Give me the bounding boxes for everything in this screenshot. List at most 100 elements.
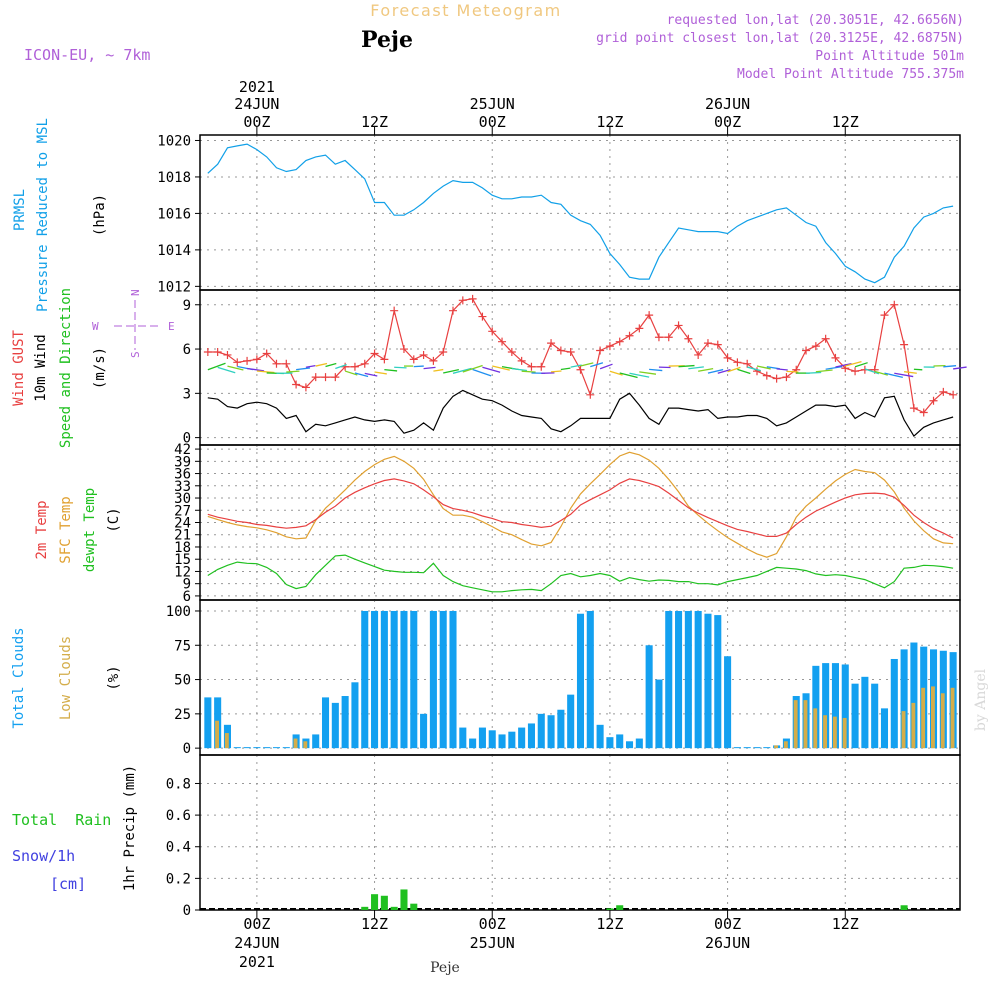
total-cloud-bar [734, 747, 741, 748]
rain-bar [381, 896, 388, 910]
wind-direction-arrow [473, 370, 492, 376]
wind-direction-arrow [384, 370, 397, 371]
bottom-date-label: 25JUN [470, 934, 515, 952]
y-tick-label: 3 [183, 386, 191, 402]
bottom-date-label: 24JUN [234, 934, 279, 952]
gust-marker [469, 295, 477, 303]
y-tick-label: 75 [174, 638, 191, 654]
wind-direction-arrow [580, 363, 593, 366]
total-cloud-bar [646, 645, 653, 748]
bottom-hour-label: 00Z [479, 915, 506, 933]
gust-marker [204, 348, 212, 356]
low-cloud-bar [225, 733, 229, 748]
gust-marker [567, 348, 575, 356]
total-cloud-bar [469, 739, 476, 749]
total-cloud-bar [459, 728, 466, 749]
t2m-line [208, 479, 953, 538]
low-cloud-bar [911, 703, 915, 748]
station-name: Peje [361, 27, 413, 53]
wind-direction-arrow [826, 367, 843, 370]
pressure-label-unit: (hPa) [92, 194, 108, 236]
wind-direction-arrow [600, 364, 612, 369]
wind-direction-arrow [551, 371, 561, 372]
y-tick-label: 42 [174, 442, 191, 458]
pressure-label-prmsl: PRMSL [12, 189, 28, 231]
total-cloud-bar [753, 747, 760, 748]
wind-panel: Wind GUST 10m Wind Speed and Direction (… [11, 288, 967, 448]
y-tick-label: 0.2 [166, 871, 191, 887]
dewpoint-line [208, 555, 953, 592]
model-label: ICON-EU, ~ 7km [24, 46, 150, 64]
total-cloud-bar [655, 680, 662, 749]
total-cloud-bar [616, 734, 623, 748]
gridpoint-coords: grid point closest lon,lat (20.3125E, 42… [596, 31, 964, 46]
total-cloud-bar [871, 684, 878, 748]
total-cloud-bar [351, 682, 358, 748]
gust-marker [596, 347, 604, 355]
top-date-label: 24JUN [234, 95, 279, 113]
panel-frame [200, 755, 960, 910]
top-hour-label: 12Z [596, 113, 623, 131]
total-cloud-bar [430, 611, 437, 748]
wind-direction-arrow [296, 368, 310, 370]
wind-gust-label: Wind GUST [11, 330, 27, 406]
rain-bar [391, 907, 398, 910]
total-cloud-bar [587, 611, 594, 748]
pressure-panel: PRMSL Pressure Reduced to MSL (hPa) 1012… [12, 118, 960, 312]
wind-direction-arrow [914, 369, 922, 370]
bottom-date-label: 26JUN [705, 934, 750, 952]
total-cloud-bar [881, 708, 888, 748]
total-cloud-bar [342, 696, 349, 748]
total-cloud-bar [704, 614, 711, 748]
wind-direction-arrow [257, 371, 275, 373]
total-cloud-bar [489, 730, 496, 748]
total-cloud-bar [312, 734, 319, 748]
wind-direction-arrow [688, 367, 703, 369]
wind-direction-arrow [482, 367, 500, 372]
total-cloud-bar [283, 747, 290, 748]
total-cloud-bar [381, 611, 388, 748]
compass-n: N [129, 289, 142, 296]
total-cloud-bar [567, 695, 574, 748]
total-cloud-bar [861, 677, 868, 748]
bottom-hour-label: 12Z [361, 915, 388, 933]
low-cloud-bar [951, 688, 955, 748]
rain-bar [371, 894, 378, 910]
total-cloud-bar [410, 611, 417, 748]
requested-coords: requested lon,lat (20.3051E, 42.6656N) [667, 13, 964, 28]
bottom-hour-label: 12Z [596, 915, 623, 933]
total-cloud-bar [440, 611, 447, 748]
top-hour-label: 00Z [479, 113, 506, 131]
total-cloud-bar [891, 659, 898, 748]
top-date-label: 26JUN [705, 95, 750, 113]
y-tick-label: 9 [183, 298, 191, 314]
gust-marker [390, 307, 398, 315]
low-cloud-bar [794, 700, 798, 748]
snow-legend: Snow/1h [12, 847, 75, 865]
wind-unit-label: (m/s) [92, 347, 108, 389]
pressure-label-msl: Pressure Reduced to MSL [35, 118, 51, 312]
wind-direction-arrow [806, 372, 821, 373]
low-cloud-bar [303, 741, 307, 748]
total-cloud-bar [263, 747, 270, 748]
low-cloud-bar [774, 745, 778, 748]
gust-marker [733, 358, 741, 366]
y-tick-label: 0.6 [166, 808, 191, 824]
low-cloud-bar [902, 711, 906, 748]
low-cloud-bar [813, 708, 817, 748]
gust-marker [802, 347, 810, 355]
gust-marker [900, 341, 908, 349]
rain-legend: Total Rain [12, 811, 111, 829]
total-cloud-bar [449, 611, 456, 748]
total-cloud-bar [361, 611, 368, 748]
wind-direction-arrow [816, 370, 833, 372]
y-tick-label: 0.8 [166, 776, 191, 792]
wind-direction-arrow [786, 371, 798, 372]
gust-marker [292, 380, 300, 388]
wind-direction-arrow [777, 369, 788, 370]
wind-direction-arrow [737, 369, 750, 373]
gust-marker [910, 404, 918, 412]
y-tick-label: 25 [174, 707, 191, 723]
gust-marker [851, 367, 859, 375]
